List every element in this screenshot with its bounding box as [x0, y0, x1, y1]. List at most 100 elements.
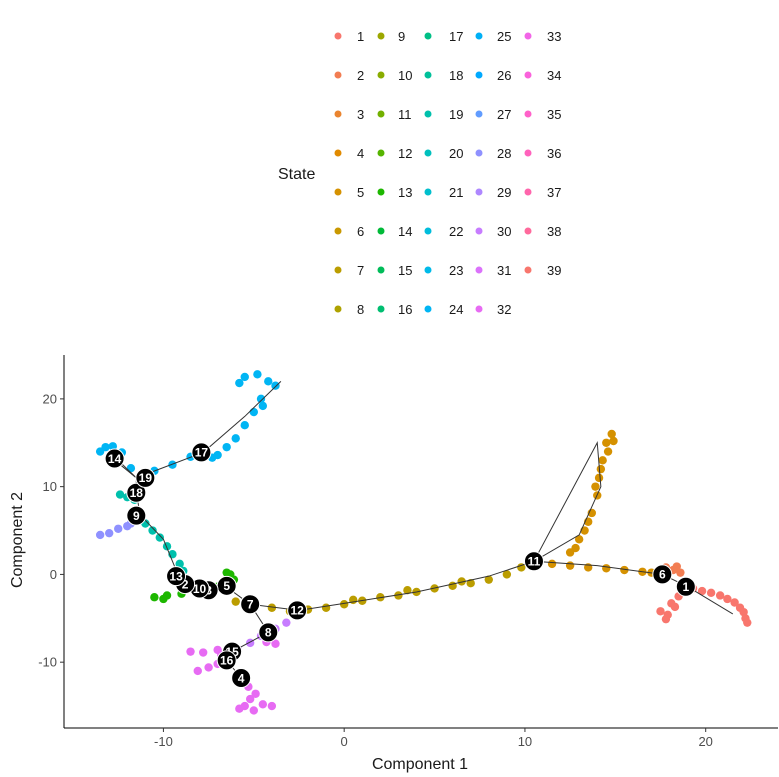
- legend-label: 4: [357, 146, 364, 161]
- cell-point: [267, 701, 277, 711]
- plot-area: 16111275310213918191417815164: [95, 370, 752, 715]
- cell-point: [231, 597, 240, 606]
- legend-key-dot: [377, 305, 385, 313]
- cell-point: [656, 607, 665, 616]
- cell-point: [448, 581, 457, 591]
- branch-point-marker: [240, 594, 261, 615]
- branch-point-marker: [126, 505, 147, 526]
- legend-entry: 21: [421, 185, 463, 200]
- legend-label: 26: [497, 68, 511, 83]
- state-cluster: [547, 429, 656, 577]
- legend-key-dot: [524, 149, 532, 157]
- branch-point-label: 2: [182, 577, 189, 591]
- cell-point: [193, 666, 202, 676]
- cell-point: [264, 377, 273, 386]
- cell-point: [271, 639, 280, 648]
- cell-point: [676, 568, 685, 577]
- branch-point: 7: [240, 594, 261, 615]
- cell-point: [95, 447, 105, 456]
- legend-key-dot: [424, 32, 432, 40]
- cell-point: [339, 600, 349, 609]
- legend-key-dot: [424, 149, 432, 157]
- legend-label: 6: [357, 224, 364, 239]
- legend-label: 33: [547, 29, 561, 44]
- state-cluster: [656, 584, 752, 627]
- legend-entry: 11: [374, 107, 412, 122]
- legend-label: 22: [449, 224, 463, 239]
- cell-point: [245, 694, 255, 704]
- branch-point-label: 19: [139, 471, 153, 485]
- legend-label: 20: [449, 146, 463, 161]
- legend-label: 13: [398, 185, 412, 200]
- legend-entry: 14: [374, 224, 412, 239]
- cell-point: [231, 434, 240, 443]
- legend-key-dot: [475, 110, 483, 118]
- cell-point: [591, 482, 600, 491]
- branch-point-label: 5: [223, 579, 230, 593]
- branch-point-marker: [126, 482, 147, 503]
- cell-point: [594, 473, 604, 483]
- legend-label: 14: [398, 224, 412, 239]
- y-tick-label: -10: [38, 655, 57, 670]
- branch-point-label: 12: [291, 604, 305, 618]
- legend-label: 29: [497, 185, 511, 200]
- legend-key-dot: [475, 266, 483, 274]
- legend-key-dot: [475, 71, 483, 79]
- legend-entry: 30: [472, 224, 511, 239]
- legend-entry: 35: [521, 107, 561, 122]
- cell-point: [150, 593, 159, 602]
- legend-key-dot: [424, 71, 432, 79]
- branch-point: 6: [652, 564, 673, 585]
- cell-point: [168, 460, 177, 469]
- cell-point: [267, 603, 277, 612]
- cell-point: [603, 447, 613, 456]
- cell-point: [730, 598, 739, 607]
- branch-point-marker: [216, 650, 237, 671]
- legend-entry: 22: [421, 224, 463, 239]
- legend-key-dot: [524, 71, 532, 79]
- branch-point-label: 13: [169, 569, 183, 583]
- branch-point: 17: [191, 442, 212, 463]
- branch-point-label: 9: [133, 509, 140, 523]
- cell-point: [271, 381, 280, 390]
- legend-entry: 39: [521, 263, 561, 278]
- legend-key-dot: [475, 305, 483, 313]
- y-tick-label: 0: [50, 567, 57, 582]
- y-axis-title: Component 2: [9, 492, 26, 588]
- x-axis-title: Component 1: [372, 756, 468, 773]
- legend-entry: 24: [421, 302, 463, 317]
- legend-label: 17: [449, 29, 463, 44]
- branch-point: 19: [135, 467, 156, 488]
- legend-label: 38: [547, 224, 561, 239]
- cell-point: [547, 559, 557, 569]
- y-tick-label: 10: [43, 479, 57, 494]
- y-tick-label: 20: [43, 391, 57, 406]
- cell-point: [198, 648, 208, 657]
- legend-key-dot: [334, 227, 342, 235]
- legend-label: 19: [449, 107, 463, 122]
- cell-point: [251, 689, 260, 698]
- cell-point: [258, 401, 268, 411]
- legend-label: 30: [497, 224, 511, 239]
- cell-point: [667, 599, 676, 608]
- legend-entry: 23: [421, 263, 463, 278]
- legend-key-dot: [524, 227, 532, 235]
- legend-entry: 12: [374, 146, 412, 161]
- legend-entry: 20: [421, 146, 463, 161]
- cell-point: [258, 700, 268, 709]
- legend-label: 39: [547, 263, 561, 278]
- legend-label: 16: [398, 302, 412, 317]
- cell-point: [715, 591, 725, 600]
- legend-entry: 27: [472, 107, 511, 122]
- legend-key-dot: [334, 305, 342, 313]
- legend-entry: 5: [331, 185, 364, 200]
- cell-point: [175, 559, 184, 569]
- cell-point: [155, 533, 165, 542]
- legend: State 1234567891011121314151617181920212…: [278, 29, 561, 317]
- branch-point-label: 6: [659, 568, 666, 582]
- cell-point: [249, 407, 258, 417]
- legend-entry: 2: [331, 68, 364, 83]
- branch-point: 14: [104, 448, 125, 469]
